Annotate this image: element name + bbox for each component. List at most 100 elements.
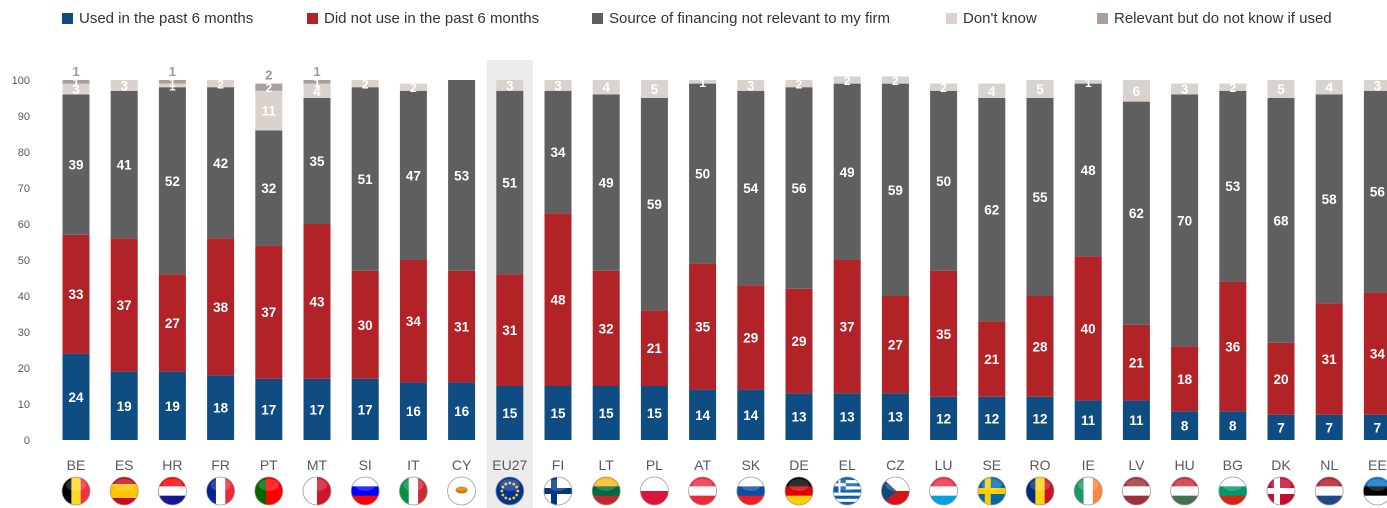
bar-segment-fr-s3: [207, 80, 235, 88]
italy-flag-icon: [398, 476, 428, 506]
bar-segment-lt-s3: [592, 80, 620, 95]
bar-segment-el-s1: [833, 260, 861, 394]
bar-segment-dk-s0: [1267, 414, 1295, 440]
data-label: 3: [72, 82, 80, 97]
bar-segment-ro-s3: [1026, 80, 1054, 98]
bar-segment-lu-s2: [930, 90, 958, 271]
bar-segment-lu-s1: [930, 270, 958, 397]
bar-segment-bg-s1: [1219, 281, 1247, 412]
bar-segment-cz-s1: [881, 296, 909, 394]
data-label: 14: [743, 408, 759, 423]
bar-segment-dk-s2: [1267, 98, 1295, 343]
data-label: 19: [117, 399, 132, 414]
data-label: 2: [1229, 81, 1236, 95]
data-label: 4: [1325, 80, 1333, 95]
bar-segment-bg-s0: [1219, 411, 1247, 440]
x-tick-label-fr: FR: [211, 457, 230, 473]
bar-segment-mt-s4: [303, 80, 331, 84]
bar-segment-at-s2: [689, 83, 717, 264]
bar-segment-ro-s2: [1026, 98, 1054, 296]
bar-segment-at-s1: [689, 263, 717, 390]
data-label: 2: [217, 78, 224, 92]
bar-segment-cz-s0: [881, 393, 909, 440]
flags-row: [61, 476, 1387, 506]
x-tick-label-cy: CY: [452, 457, 472, 473]
data-label: 16: [454, 404, 470, 419]
slovakia-flag-icon: [736, 476, 766, 506]
x-tick-label-it: IT: [407, 457, 420, 473]
bar-segment-eu27-s1: [496, 274, 524, 386]
france-flag-icon: [206, 476, 236, 506]
data-label: 52: [165, 174, 180, 189]
data-label: 15: [502, 406, 518, 421]
x-axis: BE ES HR FR PT MT SI IT CY EU27 FI LT PL AT SK DE EL CZ LU…: [67, 457, 1387, 473]
data-label: 43: [309, 294, 325, 309]
bar-segment-sk-s0: [737, 389, 765, 440]
bar-segment-pl-s1: [640, 310, 668, 386]
legend-item-not-relevant: Source of financing not relevant to my f…: [592, 10, 890, 27]
bar-segment-el-s2: [833, 83, 861, 260]
data-label: 7: [1374, 420, 1382, 435]
data-label: 5: [1036, 82, 1044, 97]
x-tick-label-lt: LT: [599, 457, 615, 473]
bar-segment-de-s3: [785, 80, 813, 88]
data-label: 16: [406, 404, 422, 419]
data-label: 38: [213, 300, 229, 315]
bar-segment-sk-s3: [737, 80, 765, 91]
data-label: 50: [936, 174, 951, 189]
legend-label-used: Used in the past 6 months: [79, 10, 254, 27]
bar-segment-dk-s1: [1267, 342, 1295, 415]
data-label: 53: [1225, 179, 1241, 194]
data-label: 51: [358, 172, 374, 187]
data-label: 11: [1129, 413, 1144, 428]
estonia-flag-icon: [1363, 476, 1387, 506]
data-label: 24: [68, 390, 84, 405]
data-label: 37: [117, 298, 132, 313]
x-tick-label-es: ES: [115, 457, 134, 473]
data-label-above: 2: [265, 68, 272, 83]
data-label: 8: [1229, 419, 1237, 434]
bar-segment-fi-s1: [544, 213, 572, 386]
x-tick-label-pt: PT: [260, 457, 278, 473]
y-tick-label: 80: [18, 147, 30, 159]
data-label: 13: [840, 410, 856, 425]
bar-segment-fr-s2: [207, 87, 235, 239]
chart-legend: Used in the past 6 months Did not use in…: [0, 0, 1387, 40]
x-tick-label-be: BE: [67, 457, 86, 473]
bar-segment-mt-s3: [303, 83, 331, 98]
bar-segment-es-s0: [110, 371, 138, 440]
bar-segment-fi-s3: [544, 80, 572, 91]
bar-segment-pl-s3: [640, 80, 668, 98]
poland-flag-icon: [640, 476, 669, 506]
data-label: 36: [1225, 339, 1241, 354]
x-tick-label-nl: NL: [1320, 457, 1338, 473]
legend-label-not-relevant: Source of financing not relevant to my f…: [609, 10, 890, 27]
bar-segment-se-s2: [978, 98, 1006, 322]
data-label: 37: [840, 320, 855, 335]
data-label: 2: [892, 74, 899, 88]
data-label: 27: [888, 338, 903, 353]
y-tick-label: 40: [18, 291, 30, 303]
x-tick-label-dk: DK: [1271, 457, 1291, 473]
data-label: 31: [502, 323, 518, 338]
eu-flag-icon: [495, 476, 525, 506]
bar-segment-cz-s2: [881, 83, 909, 296]
slovenia-flag-icon: [350, 476, 380, 506]
bar-segment-es-s3: [110, 80, 138, 91]
bar-segment-nl-s1: [1315, 303, 1343, 415]
bar-segment-ie-s0: [1074, 400, 1102, 440]
data-label: 17: [358, 402, 373, 417]
y-tick-label: 100: [12, 75, 30, 87]
bar-segment-hu-s3: [1171, 83, 1199, 95]
latvia-flag-icon: [1122, 476, 1151, 506]
data-label: 21: [647, 341, 663, 356]
data-label: 5: [1277, 82, 1285, 97]
data-label: 7: [1277, 420, 1285, 435]
x-tick-label-ie: IE: [1082, 457, 1095, 473]
data-label: 12: [1032, 411, 1047, 426]
luxembourg-flag-icon: [929, 476, 958, 506]
legend-label-dont-know: Don't know: [963, 10, 1037, 27]
bar-segment-bg-s2: [1219, 90, 1247, 282]
croatia-flag-icon: [157, 476, 187, 506]
legend-item-did-not-use: Did not use in the past 6 months: [307, 10, 539, 27]
